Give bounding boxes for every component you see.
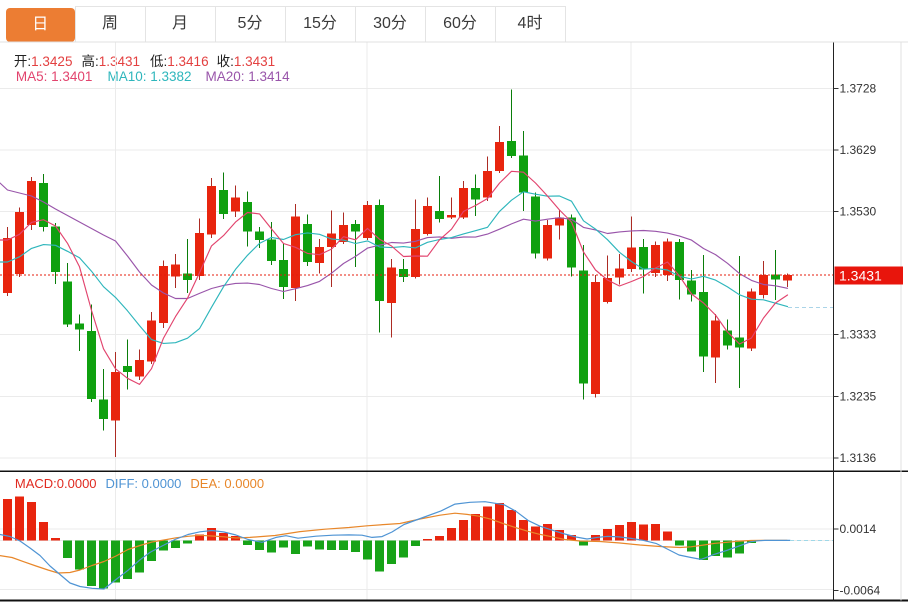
svg-text:1.3629: 1.3629 <box>840 143 877 157</box>
svg-text:1.3333: 1.3333 <box>840 328 877 342</box>
svg-text:1.3136: 1.3136 <box>840 451 877 465</box>
svg-text:0.0014: 0.0014 <box>840 522 877 536</box>
svg-text:1.3728: 1.3728 <box>840 81 877 95</box>
svg-text:1.3235: 1.3235 <box>840 389 877 403</box>
svg-text:-0.0064: -0.0064 <box>840 584 881 598</box>
svg-text:1.3530: 1.3530 <box>840 205 877 219</box>
svg-text:1.3431: 1.3431 <box>839 268 882 284</box>
